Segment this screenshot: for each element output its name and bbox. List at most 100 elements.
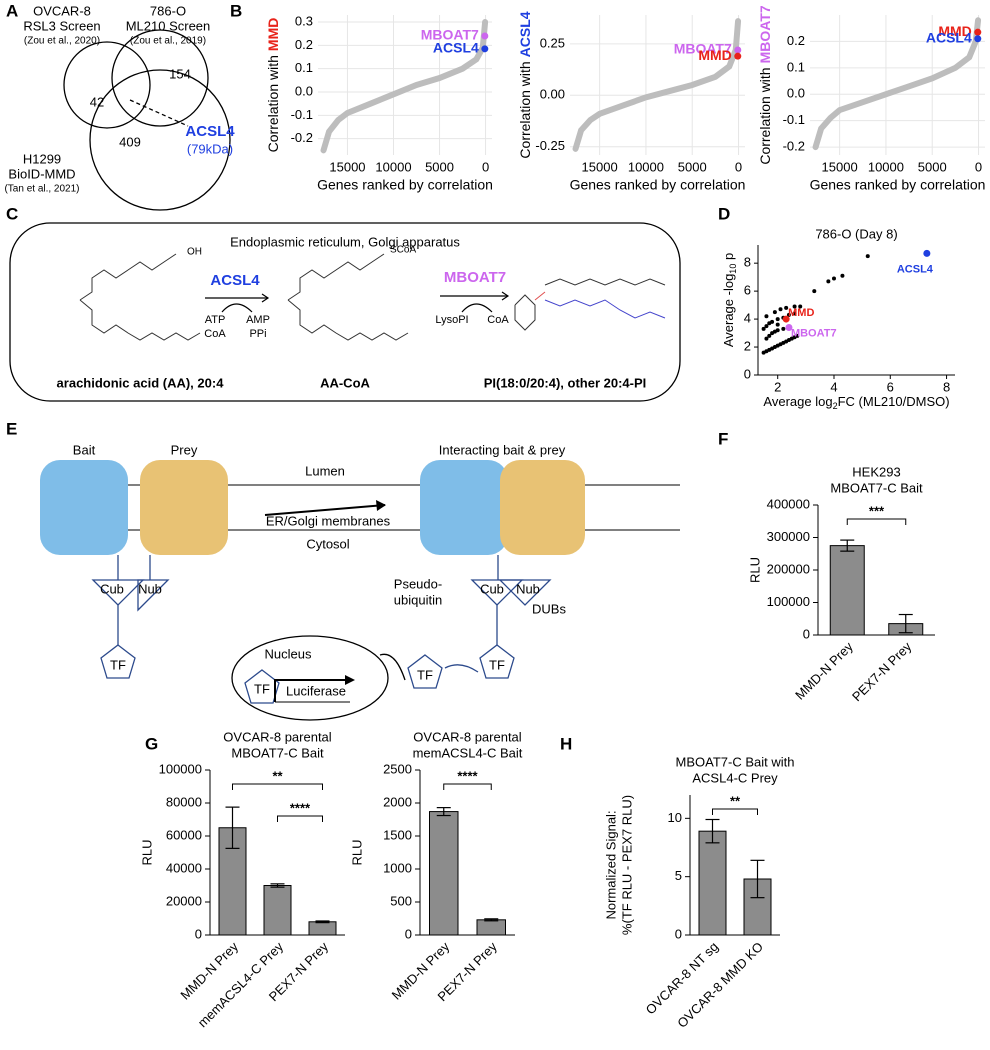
chart-title: 786-O (Day 8) (815, 226, 897, 241)
point (831, 276, 836, 281)
highlight-point (481, 45, 489, 53)
point (781, 326, 786, 331)
x-tick-label: 15000 (822, 159, 858, 174)
y-tick-label: 6 (744, 283, 751, 298)
y-tick-label: 2000 (383, 794, 412, 809)
error-bar (225, 806, 240, 849)
group-label: OH (187, 247, 202, 258)
molecule-label: AA-CoA (320, 375, 370, 390)
point (770, 319, 775, 324)
y-axis-title-gene: ACSL4 (517, 11, 533, 57)
y-axis-title-part: 10 (728, 264, 738, 274)
venn-count: 409 (119, 134, 141, 149)
y-axis-title-part: Average -log (721, 274, 736, 347)
molecule (79, 253, 177, 301)
point (775, 317, 780, 322)
y-tick-label: 5 (675, 868, 682, 883)
y-tick-label: 100000 (767, 594, 810, 609)
diagram-label: Nucleus (265, 646, 312, 661)
bar (698, 830, 727, 936)
tf-shape (407, 654, 443, 689)
enzyme-label: ACSL4 (210, 272, 260, 289)
x-tick-label: 2 (774, 379, 781, 394)
y-axis-title: RLU (349, 839, 364, 865)
tf-label: TF (489, 657, 505, 672)
point (764, 314, 769, 319)
error-bar (436, 807, 451, 817)
curved-arrow (444, 664, 479, 673)
error-bar (705, 818, 720, 844)
venn-set-label: ML210 Screen (126, 18, 211, 33)
x-axis-title-part: Average log (763, 394, 832, 409)
y-axis-title-text: Correlation with (265, 55, 281, 152)
highlight-label: MBOAT7 (791, 327, 837, 339)
molecule (287, 253, 385, 301)
y-tick-label: 0.00 (540, 87, 565, 102)
x-tick-label: 4 (830, 379, 837, 394)
y-axis-title-gene: MBOAT7 (757, 5, 773, 63)
point (792, 304, 797, 309)
y-tick-label: 40000 (166, 860, 202, 875)
x-tick-label: 5000 (918, 159, 947, 174)
arrow-head (501, 291, 510, 301)
x-tick-label: 6 (887, 379, 894, 394)
series-line (320, 19, 489, 154)
y-tick-label: 100000 (159, 761, 202, 776)
venn-set-label: OVCAR-8 (33, 3, 91, 18)
enzyme-label: MBOAT7 (444, 269, 506, 286)
molecule (79, 299, 201, 341)
chart-title: memACSL4-C Bait (413, 745, 523, 760)
molecule (534, 291, 546, 301)
point (775, 322, 780, 327)
chart-title: OVCAR-8 parental (223, 729, 331, 744)
error-bar (270, 883, 285, 888)
y-tick-label: 2 (744, 338, 751, 353)
y-tick-label: 0 (675, 926, 682, 941)
x-tick-label: 0 (975, 159, 982, 174)
y-tick-label: 8 (744, 255, 751, 270)
venn-set-label: BioID-MMD (8, 166, 75, 181)
highlight-label: MBOAT7 (674, 41, 732, 57)
chart-title: OVCAR-8 parental (413, 729, 521, 744)
y-axis-title: Correlation with MMD (265, 18, 281, 153)
y-tick-label: -0.25 (535, 138, 565, 153)
point (784, 305, 789, 310)
point (795, 333, 800, 338)
curved-arrow (221, 303, 253, 313)
arrow-head (261, 293, 270, 303)
x-tick-label: OVCAR-8 MMD KO (674, 939, 766, 1031)
molecule (287, 299, 409, 341)
x-tick-label: 10000 (868, 159, 904, 174)
point (826, 279, 831, 284)
y-tick-label: 500 (390, 893, 412, 908)
cub-shape (91, 579, 145, 606)
x-tick-label: 15000 (329, 159, 365, 174)
y-tick-label: -0.1 (783, 112, 805, 127)
y-axis-title: Average -log10 p (721, 253, 738, 347)
y-tick-label: 300000 (767, 529, 810, 544)
panel-label: D (718, 204, 730, 223)
curved-arrow (461, 303, 493, 313)
point (772, 310, 777, 315)
compartment-box (9, 222, 681, 402)
bar (429, 811, 459, 936)
x-axis-title-part: 2 (833, 401, 838, 411)
arrow-head (376, 500, 386, 511)
error-bar (840, 539, 855, 552)
panel-label: G (145, 734, 158, 753)
panel-label: C (6, 204, 18, 223)
series-line (572, 18, 742, 152)
y-axis-title-part: p (721, 253, 736, 264)
x-tick-label: 0 (735, 159, 742, 174)
diagram-label: Luciferase (286, 683, 346, 698)
y-tick-label: 4 (744, 311, 751, 326)
x-tick-label: 8 (943, 379, 950, 394)
panel-label: H (560, 734, 572, 753)
y-tick-label: 1000 (383, 860, 412, 875)
significance-bracket (712, 808, 758, 815)
diagram-label: Prey (171, 442, 198, 457)
y-tick-label: 0.2 (295, 37, 313, 52)
panel-label: F (718, 429, 728, 448)
tf-shape (100, 644, 136, 679)
y-axis-title-text: Correlation with (757, 67, 773, 164)
